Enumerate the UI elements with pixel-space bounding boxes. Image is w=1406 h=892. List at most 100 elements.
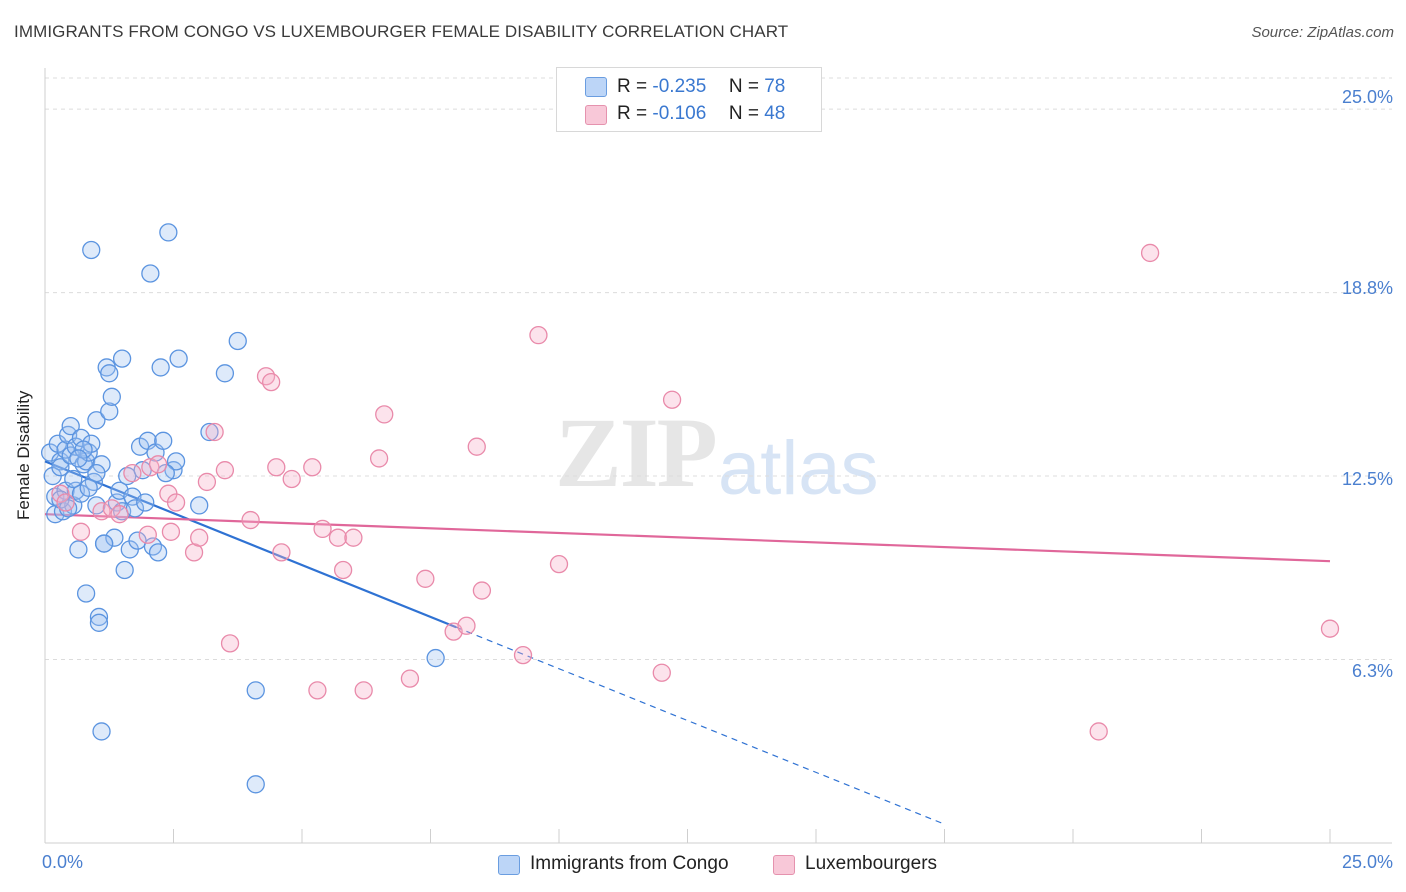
point-congo	[87, 496, 106, 515]
point-luxembourgers	[256, 367, 276, 386]
point-congo	[215, 364, 235, 383]
point-congo	[76, 584, 96, 603]
point-luxembourgers	[166, 493, 186, 512]
data-points	[40, 223, 1340, 794]
point-congo	[159, 223, 178, 242]
point-luxembourgers	[467, 437, 486, 456]
point-congo	[228, 331, 247, 351]
point-congo	[100, 364, 119, 383]
point-luxembourgers	[71, 522, 91, 541]
point-congo	[426, 648, 445, 668]
y-tick-label: 6.3%	[1351, 661, 1393, 681]
legend-swatch-congo	[498, 855, 520, 875]
y-tick-label: 25.0%	[1341, 87, 1393, 107]
point-luxembourgers	[110, 505, 129, 524]
point-congo	[151, 358, 170, 377]
stats-row-pink: R = -0.106 N = 48	[617, 103, 785, 127]
trend-line-congo	[44, 460, 457, 629]
point-luxembourgers	[1320, 619, 1340, 638]
stats-r-value: -0.106	[652, 103, 707, 124]
stats-n-value: 78	[764, 76, 786, 97]
point-luxembourgers	[472, 581, 492, 600]
point-congo	[115, 560, 134, 580]
stats-swatch-blue	[585, 77, 607, 97]
point-congo	[136, 493, 155, 512]
point-luxembourgers	[92, 502, 111, 521]
legend-label-congo: Immigrants from Congo	[530, 853, 729, 874]
stats-r-value: -0.235	[652, 76, 707, 97]
point-luxembourgers	[1140, 243, 1160, 263]
point-congo	[246, 775, 265, 794]
point-luxembourgers	[308, 681, 327, 700]
point-congo	[169, 349, 188, 368]
stats-row-blue: R = -0.235 N = 78	[617, 76, 785, 100]
point-luxembourgers	[1089, 722, 1108, 741]
point-congo	[61, 416, 80, 436]
y-tick-label: 12.5%	[1341, 469, 1393, 489]
point-luxembourgers	[529, 325, 548, 345]
point-luxembourgers	[241, 510, 260, 530]
point-luxembourgers	[262, 372, 281, 392]
legend-swatch-luxembourgers	[773, 855, 795, 875]
point-congo	[74, 455, 93, 474]
stats-box: R = -0.235 N = 78 R = -0.106 N = 48	[556, 67, 822, 132]
point-luxembourgers	[190, 528, 209, 547]
y-axis-label: Female Disability	[14, 390, 33, 520]
point-congo	[190, 496, 209, 515]
point-luxembourgers	[51, 484, 70, 503]
point-luxembourgers	[220, 634, 240, 653]
watermark-zip: ZIP	[555, 397, 718, 508]
stats-swatch-pink	[585, 105, 607, 125]
watermark-atlas: atlas	[718, 426, 879, 511]
point-congo	[166, 452, 186, 471]
point-luxembourgers	[197, 472, 217, 492]
trend-line-luxembourgers	[44, 513, 1331, 563]
legend-label-luxembourgers: Luxembourgers	[805, 853, 938, 874]
point-luxembourgers	[457, 616, 476, 635]
point-congo	[100, 402, 119, 421]
gridlines	[45, 77, 1392, 661]
stats-n-label: N =	[728, 103, 759, 124]
point-luxembourgers	[344, 528, 363, 547]
point-congo	[51, 458, 70, 477]
chart-title: IMMIGRANTS FROM CONGO VS LUXEMBOURGER FE…	[14, 22, 789, 41]
point-luxembourgers	[375, 405, 394, 424]
point-congo	[82, 240, 101, 260]
point-luxembourgers	[148, 455, 168, 474]
point-congo	[51, 452, 70, 471]
point-congo	[92, 722, 111, 741]
source-label: Source: ZipAtlas.com	[1251, 24, 1394, 41]
point-luxembourgers	[333, 560, 353, 580]
point-congo	[94, 534, 114, 553]
point-luxembourgers	[328, 528, 348, 547]
point-congo	[143, 537, 163, 556]
stats-n-label: N =	[728, 76, 759, 97]
stats-r-label: R =	[617, 76, 648, 97]
point-luxembourgers	[282, 469, 301, 489]
x-tick-label-right: 25.0%	[1341, 852, 1393, 872]
point-congo	[246, 681, 265, 700]
point-luxembourgers	[400, 669, 420, 688]
point-congo	[56, 440, 75, 459]
point-congo	[87, 411, 106, 430]
point-luxembourgers	[369, 449, 389, 468]
point-luxembourgers	[123, 463, 142, 483]
point-luxembourgers	[416, 569, 435, 588]
point-luxembourgers	[215, 461, 235, 480]
point-congo	[112, 349, 132, 368]
point-luxembourgers	[161, 522, 181, 541]
point-luxembourgers	[354, 681, 373, 700]
point-congo	[69, 540, 88, 559]
stats-r-label: R =	[617, 103, 648, 124]
point-luxembourgers	[205, 422, 224, 442]
point-congo	[148, 543, 168, 562]
point-congo	[79, 478, 98, 497]
point-luxembourgers	[267, 458, 286, 477]
point-luxembourgers	[303, 458, 322, 477]
point-congo	[105, 528, 124, 547]
point-congo	[154, 431, 173, 450]
point-congo	[89, 613, 109, 632]
point-congo	[64, 469, 83, 489]
x-tick-label-left: 0.0%	[42, 852, 84, 872]
